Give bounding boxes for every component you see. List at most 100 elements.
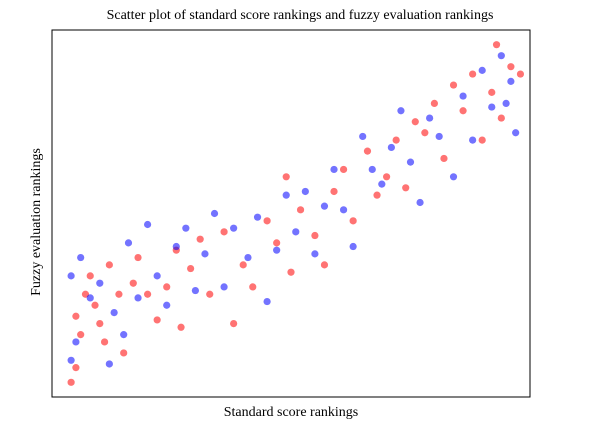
point	[373, 191, 381, 199]
point	[144, 220, 152, 229]
point	[96, 279, 104, 287]
point	[201, 250, 209, 258]
point	[449, 173, 458, 181]
point	[263, 297, 271, 306]
point	[177, 323, 185, 331]
point	[287, 268, 295, 276]
point	[502, 99, 510, 107]
point	[273, 246, 281, 254]
point	[383, 173, 391, 181]
point	[392, 136, 400, 144]
point	[210, 209, 219, 218]
point	[459, 107, 467, 115]
point	[416, 198, 424, 207]
point	[349, 217, 357, 225]
point	[349, 242, 357, 251]
point	[507, 63, 515, 71]
point	[187, 264, 195, 273]
point	[273, 239, 281, 247]
point	[67, 378, 75, 386]
point	[339, 165, 348, 174]
point	[426, 114, 434, 122]
point	[497, 52, 505, 60]
point	[134, 253, 142, 262]
point	[411, 118, 419, 126]
point	[507, 77, 515, 85]
point	[311, 250, 319, 258]
point	[153, 316, 161, 324]
point	[402, 184, 410, 192]
point	[239, 261, 247, 269]
point	[134, 294, 142, 302]
point	[330, 187, 338, 196]
point	[206, 290, 214, 298]
chart-title: Scatter plot of standard score rankings …	[107, 8, 494, 23]
y-axis-label: Fuzzy evaluation rankings	[29, 148, 44, 296]
point	[397, 107, 405, 115]
point	[72, 312, 80, 320]
point	[72, 364, 80, 372]
point	[230, 320, 238, 328]
point	[172, 242, 180, 251]
point	[191, 286, 199, 295]
point	[220, 283, 228, 291]
point	[120, 331, 128, 339]
point	[249, 283, 257, 291]
point	[440, 154, 448, 163]
point	[301, 187, 309, 196]
point	[488, 88, 496, 96]
point	[72, 338, 80, 346]
point	[292, 228, 300, 236]
point	[406, 158, 415, 166]
point	[311, 231, 319, 240]
point	[282, 191, 290, 199]
point	[339, 206, 348, 214]
point	[153, 272, 161, 280]
x-axis-label: Standard score rankings	[224, 405, 359, 420]
point	[296, 206, 305, 214]
point	[368, 165, 376, 174]
point	[196, 235, 204, 243]
point	[120, 349, 128, 357]
point	[469, 136, 477, 144]
plot-frame	[51, 29, 531, 398]
point	[105, 360, 113, 368]
point	[110, 308, 118, 317]
point	[459, 92, 467, 100]
point	[96, 320, 104, 328]
point	[430, 99, 438, 107]
point	[129, 279, 137, 287]
point	[378, 180, 386, 188]
point	[320, 261, 329, 269]
point	[449, 81, 458, 89]
point	[244, 253, 252, 262]
point	[435, 132, 443, 141]
point	[263, 217, 271, 225]
point	[105, 261, 113, 269]
point	[512, 129, 520, 137]
point	[77, 331, 85, 339]
point	[100, 338, 109, 346]
point	[469, 70, 477, 78]
point	[320, 202, 329, 210]
point	[220, 228, 228, 236]
point	[497, 114, 505, 122]
point	[124, 239, 133, 247]
point	[330, 165, 338, 174]
point	[144, 290, 152, 298]
point	[478, 66, 486, 74]
point	[86, 294, 94, 302]
point	[115, 290, 123, 298]
point	[478, 136, 486, 144]
point	[492, 41, 501, 49]
point	[359, 132, 367, 141]
point	[230, 224, 238, 232]
point	[86, 272, 94, 280]
point	[77, 253, 85, 262]
point	[163, 301, 171, 309]
point	[163, 283, 171, 291]
point	[488, 103, 496, 111]
point	[387, 143, 395, 152]
